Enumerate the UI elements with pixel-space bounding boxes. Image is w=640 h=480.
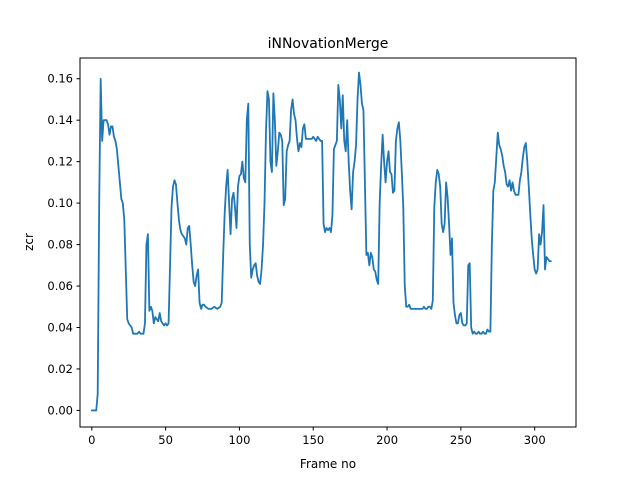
x-tick-label: 0: [88, 433, 95, 447]
y-tick-label: 0.12: [47, 155, 73, 169]
x-tick-label: 50: [158, 433, 173, 447]
y-tick-label: 0.06: [47, 279, 73, 293]
x-tick-label: 300: [524, 433, 546, 447]
y-tick-label: 0.14: [47, 113, 73, 127]
x-axis-ticks: 0 50 100 150 200 250 300: [88, 427, 546, 447]
y-tick-label: 0.04: [47, 320, 73, 334]
x-tick-label: 200: [376, 433, 398, 447]
y-tick-label: 0.16: [47, 72, 73, 86]
y-tick-label: 0.10: [47, 196, 73, 210]
x-tick-label: 100: [228, 433, 250, 447]
y-axis-ticks: 0.00 0.02 0.04 0.06 0.08 0.10 0.12 0.14 0.16: [47, 72, 80, 417]
y-axis-label: zcr: [22, 233, 36, 251]
x-axis-label: Frame no: [300, 457, 356, 471]
y-tick-label: 0.02: [47, 362, 73, 376]
y-tick-label: 0.00: [47, 403, 73, 417]
series-group: [90, 71, 552, 412]
x-tick-label: 250: [450, 433, 472, 447]
chart-title: iNNovationMerge: [268, 36, 389, 52]
series-line-0: [90, 71, 552, 412]
y-tick-label: 0.08: [47, 238, 73, 252]
x-tick-label: 150: [302, 433, 324, 447]
plot-area-frame: [79, 57, 577, 428]
